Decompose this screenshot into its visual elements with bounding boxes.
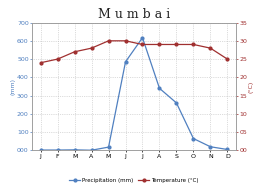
Temperature (°C) <box>107 40 110 42</box>
Temperature (°C) <box>226 58 229 60</box>
Temperature (°C) <box>141 43 144 46</box>
Temperature (°C) <box>73 51 76 53</box>
Legend: Precipitation (mm), Temperature (°C): Precipitation (mm), Temperature (°C) <box>67 176 201 185</box>
Title: M u m b a i: M u m b a i <box>98 8 170 21</box>
Temperature (°C) <box>124 40 127 42</box>
Precipitation (mm) <box>107 146 110 148</box>
Temperature (°C) <box>56 58 59 60</box>
Temperature (°C) <box>39 62 42 64</box>
Precipitation (mm) <box>56 149 59 151</box>
Line: Temperature (°C): Temperature (°C) <box>39 39 229 64</box>
Precipitation (mm) <box>90 149 93 151</box>
Temperature (°C) <box>192 43 195 46</box>
Precipitation (mm) <box>226 148 229 151</box>
Y-axis label: (°C): (°C) <box>249 80 254 93</box>
Temperature (°C) <box>209 47 212 49</box>
Temperature (°C) <box>158 43 161 46</box>
Y-axis label: (mm): (mm) <box>10 78 16 95</box>
Precipitation (mm) <box>39 149 42 151</box>
Temperature (°C) <box>90 47 93 49</box>
Precipitation (mm) <box>124 61 127 63</box>
Line: Precipitation (mm): Precipitation (mm) <box>39 36 229 152</box>
Precipitation (mm) <box>73 149 76 151</box>
Precipitation (mm) <box>209 146 212 148</box>
Precipitation (mm) <box>175 102 178 104</box>
Precipitation (mm) <box>192 137 195 140</box>
Temperature (°C) <box>175 43 178 46</box>
Precipitation (mm) <box>158 87 161 89</box>
Precipitation (mm) <box>141 37 144 39</box>
